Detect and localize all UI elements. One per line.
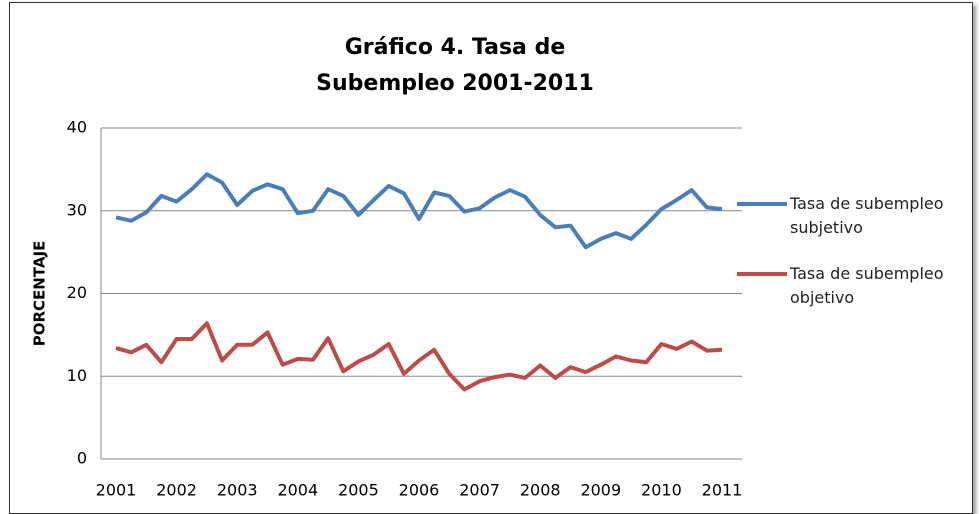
chart-title: Gráfico 4. Tasa de Subempleo 2001-2011 bbox=[316, 35, 594, 96]
y-tick-label: 0 bbox=[77, 449, 87, 468]
y-axis-label: PORCENTAJE bbox=[31, 241, 49, 347]
y-tick-label: 10 bbox=[67, 366, 87, 385]
x-tick-label: 2007 bbox=[459, 481, 500, 500]
x-tick-label: 2003 bbox=[217, 481, 258, 500]
legend-label: Tasa de subempleo objetivo bbox=[790, 264, 944, 307]
series-line bbox=[115, 321, 723, 392]
y-tick-label: 40 bbox=[67, 118, 87, 137]
x-tick-label: 2006 bbox=[399, 481, 440, 500]
x-tick-label: 2009 bbox=[580, 481, 621, 500]
y-tick-label: 20 bbox=[67, 283, 87, 302]
x-tick-label: 2011 bbox=[702, 481, 743, 500]
x-tick-label: 2004 bbox=[277, 481, 318, 500]
x-tick-label: 2010 bbox=[641, 481, 682, 500]
x-tick-label: 2005 bbox=[338, 481, 379, 500]
y-tick-label: 30 bbox=[67, 200, 87, 219]
series-line bbox=[115, 172, 723, 250]
x-tick-label: 2008 bbox=[520, 481, 561, 500]
legend-label: Tasa de subempleo subjetivo bbox=[790, 194, 944, 237]
x-tick-label: 2001 bbox=[96, 481, 137, 500]
x-tick-label: 2002 bbox=[156, 481, 197, 500]
